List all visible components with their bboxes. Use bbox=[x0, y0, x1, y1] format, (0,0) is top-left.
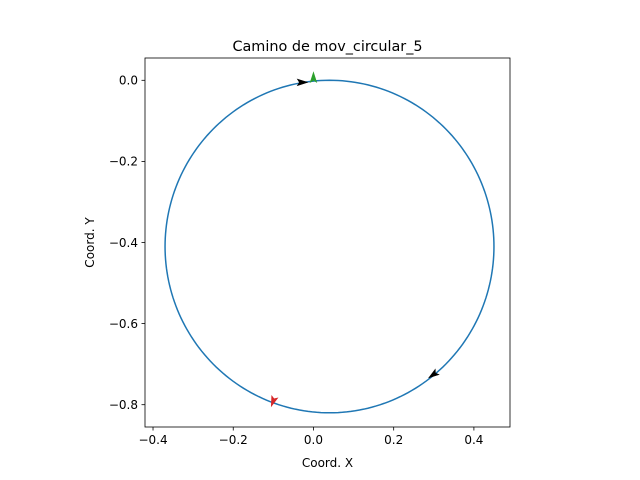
y-tick-label-2: −0.4 bbox=[109, 236, 138, 250]
y-axis-label: Coord. Y bbox=[83, 217, 97, 268]
start-marker-0 bbox=[309, 71, 318, 83]
ticks-layer: −0.4 −0.2 0.0 0.2 0.4 0.0 −0.2 −0.4 −0.6 −0.8 bbox=[109, 74, 484, 447]
plot-area bbox=[145, 58, 510, 427]
data-layer bbox=[164, 71, 495, 414]
direction-arrow-2 bbox=[428, 368, 440, 379]
x-tick-label-3: 0.2 bbox=[384, 433, 403, 447]
y-tick-label-4: −0.8 bbox=[109, 398, 138, 412]
x-tick-label-0: −0.4 bbox=[138, 433, 167, 447]
direction-arrow-1 bbox=[296, 78, 309, 87]
plot-frame bbox=[144, 57, 511, 428]
x-tick-label-2: 0.0 bbox=[304, 433, 323, 447]
x-axis-label: Coord. X bbox=[302, 456, 353, 470]
x-tick-label-1: −0.2 bbox=[219, 433, 248, 447]
x-tick-label-4: 0.4 bbox=[464, 433, 483, 447]
series-line-0 bbox=[164, 79, 495, 414]
y-tick-label-1: −0.2 bbox=[109, 155, 138, 169]
end-marker-3 bbox=[270, 394, 279, 408]
y-tick-label-0: 0.0 bbox=[119, 74, 138, 88]
chart-title: Camino de mov_circular_5 bbox=[232, 39, 422, 55]
y-tick-label-3: −0.6 bbox=[109, 317, 138, 331]
